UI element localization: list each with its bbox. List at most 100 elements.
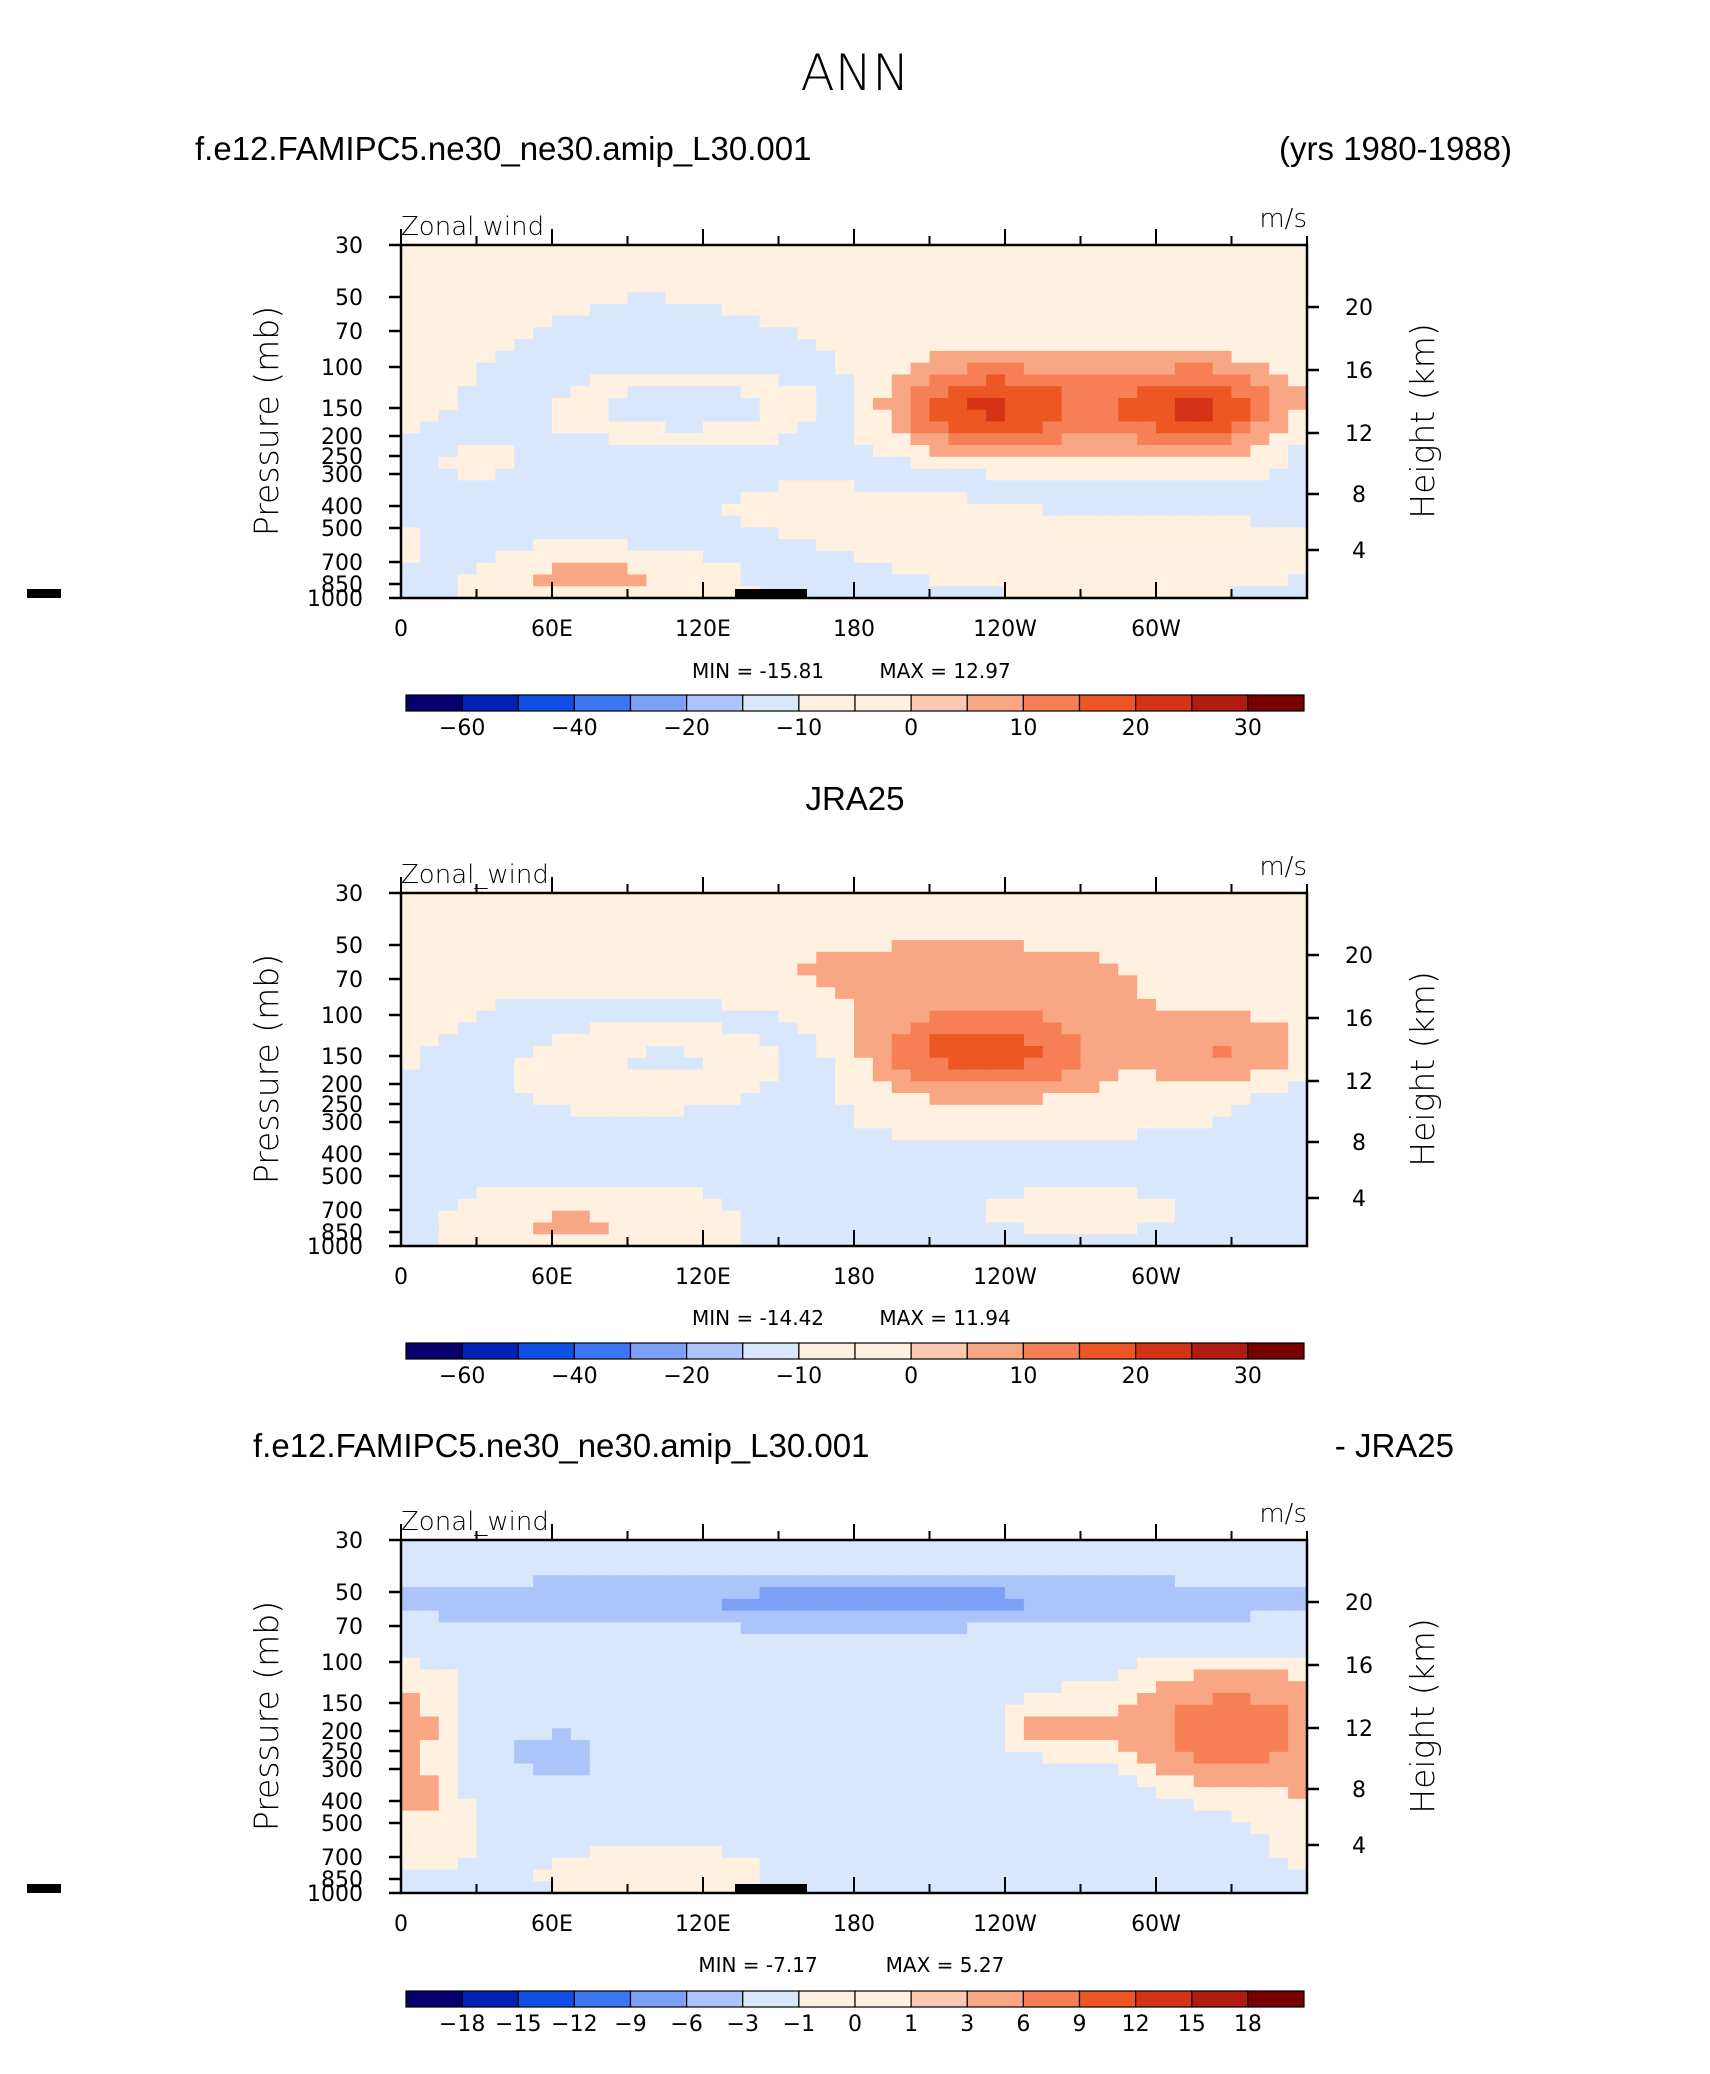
contour-cell [1231,245,1251,258]
contour-cell [1005,280,1025,293]
contour-cell [1231,1598,1251,1612]
contour-cell [986,350,1006,364]
contour-cell [1005,1775,1025,1788]
contour-cell [872,1210,893,1224]
contour-cell [684,386,704,399]
min-label: MIN = -7.17 [698,1953,817,1977]
contour-cell [778,1787,798,1800]
contour-cell [419,1681,440,1694]
contour-cell [419,256,440,270]
contour-cell [627,562,647,576]
contour-cell [986,1751,1006,1765]
y-tick-label: 1000 [307,1235,363,1260]
contour-cell [1174,303,1195,317]
y-tick-label: 150 [321,1692,363,1717]
contour-cell [910,1763,931,1776]
contour-cell [797,916,817,929]
contour-cell [759,268,780,281]
contour-cell [1118,1575,1138,1588]
contour-cell [721,1834,742,1847]
contour-cell [816,1751,836,1765]
contour-cell [872,1751,893,1765]
contour-cell [646,1081,666,1094]
contour-cell [740,1763,761,1776]
contour-cell [1193,916,1214,929]
contour-cell [646,1093,666,1106]
y-tick-label: 30 [335,1529,363,1554]
contour-cell [948,1187,968,1200]
contour-cell [589,1740,610,1753]
contour-cell [948,527,968,540]
contour-cell [514,339,534,352]
contour-cell [967,1845,987,1859]
colorbar-swatch [910,1990,968,2008]
contour-cell [1269,1657,1289,1671]
contour-cell [778,1610,798,1623]
contour-cell [1250,1045,1270,1059]
contour-cell [1042,527,1063,540]
contour-cell [533,1551,553,1565]
contour-cell [816,456,836,470]
contour-cell [419,1610,440,1623]
contour-cell [1212,1751,1233,1765]
contour-cell [457,893,478,906]
contour-cell [703,1598,723,1612]
contour-cell [967,975,987,988]
contour-cell [1231,998,1251,1012]
contour-cell [797,445,817,458]
contour-cell [854,409,874,423]
contour-cell [721,374,742,387]
contour-cell [721,1845,742,1859]
contour-cell [703,1869,723,1882]
contour-cell [778,1222,798,1235]
contour-cell [778,1187,798,1200]
contour-cell [910,515,931,528]
contour-cell [891,1810,912,1823]
contour-cell [1061,1834,1082,1847]
contour-cell [627,315,647,328]
contour-cell [457,1798,478,1812]
contour-cell [665,1681,685,1694]
contour-cell [1137,1728,1157,1741]
contour-cell [1250,503,1270,517]
contour-cell [910,1022,931,1035]
contour-cell [684,1775,704,1788]
contour-cell [438,1598,459,1612]
contour-cell [986,1881,1006,1894]
contour-cell [872,492,893,505]
contour-cell [1061,327,1082,340]
contour-cell [816,1810,836,1823]
contour-cell [684,1728,704,1741]
contour-cell [1005,1857,1025,1871]
contour-cell [891,409,912,423]
contour-cell [457,1622,478,1635]
contour-cell [1023,1598,1044,1612]
contour-cell [552,409,572,423]
contour-cell [1005,421,1025,434]
contour-cell [533,468,553,481]
contour-cell [1193,1845,1214,1859]
contour-cell [854,292,874,305]
contour-cell [891,421,912,434]
contour-cell [552,268,572,281]
contour-cell [1005,1869,1025,1882]
contour-cell [759,1563,780,1576]
contour-cell [1269,1751,1289,1765]
contour-cell [797,492,817,505]
contour-cell [1231,1740,1251,1753]
contour-cell [1269,987,1289,1000]
contour-cell [665,550,685,564]
contour-cell [495,904,515,918]
contour-cell [759,1222,780,1235]
contour-cell [948,1763,968,1776]
contour-cell [476,433,496,446]
contour-cell [740,1834,761,1847]
contour-cell [703,292,723,305]
contour-cell [1250,1175,1270,1188]
contour-cell [816,362,836,376]
contour-cell [1174,998,1195,1012]
contour-cell [740,1575,761,1588]
contour-cell [1269,1151,1289,1165]
contour-cell [1250,998,1270,1012]
contour-cell [967,374,987,387]
